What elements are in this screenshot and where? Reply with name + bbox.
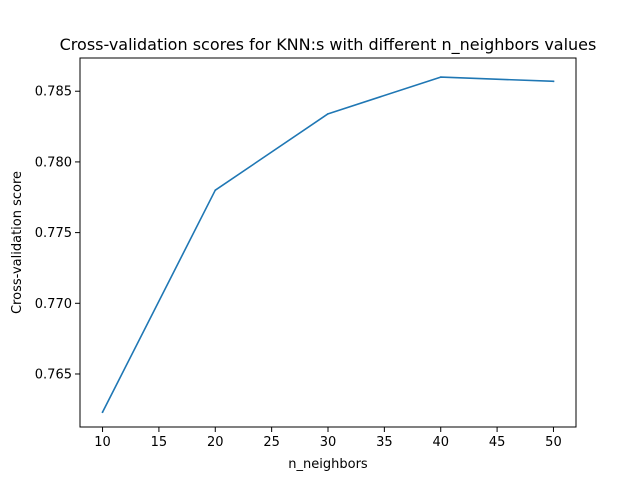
x-tick-label: 10 (94, 435, 111, 450)
x-tick-label: 35 (376, 435, 393, 450)
data-point (101, 411, 104, 413)
y-tick-label: 0.775 (35, 226, 72, 241)
data-point (439, 76, 442, 78)
x-tick-label: 40 (432, 435, 449, 450)
data-point (214, 189, 217, 191)
y-tick-label: 0.780 (35, 155, 72, 170)
y-tick-label: 0.785 (35, 85, 72, 100)
x-tick-label: 20 (207, 435, 224, 450)
x-tick-label: 45 (489, 435, 506, 450)
data-points (101, 76, 555, 413)
x-axis-label: n_neighbors (288, 457, 368, 472)
x-tick-label: 50 (545, 435, 562, 450)
x-tick-label: 15 (151, 435, 168, 450)
data-point (552, 80, 555, 83)
y-axis-label: Cross-validation score (10, 171, 25, 314)
y-tick-label: 0.765 (35, 367, 72, 382)
data-point (327, 113, 329, 115)
y-tick-label: 0.770 (35, 297, 72, 312)
plot-frame (79, 57, 577, 428)
x-axis-ticks: 10 15 20 25 30 35 40 45 50 (94, 427, 562, 450)
x-tick-label: 25 (263, 435, 280, 450)
x-tick-label: 30 (320, 435, 337, 450)
y-axis-ticks: 0.765 0.770 0.775 0.780 0.785 (35, 85, 80, 382)
chart-title: Cross-validation scores for KNN:s with d… (60, 35, 597, 55)
